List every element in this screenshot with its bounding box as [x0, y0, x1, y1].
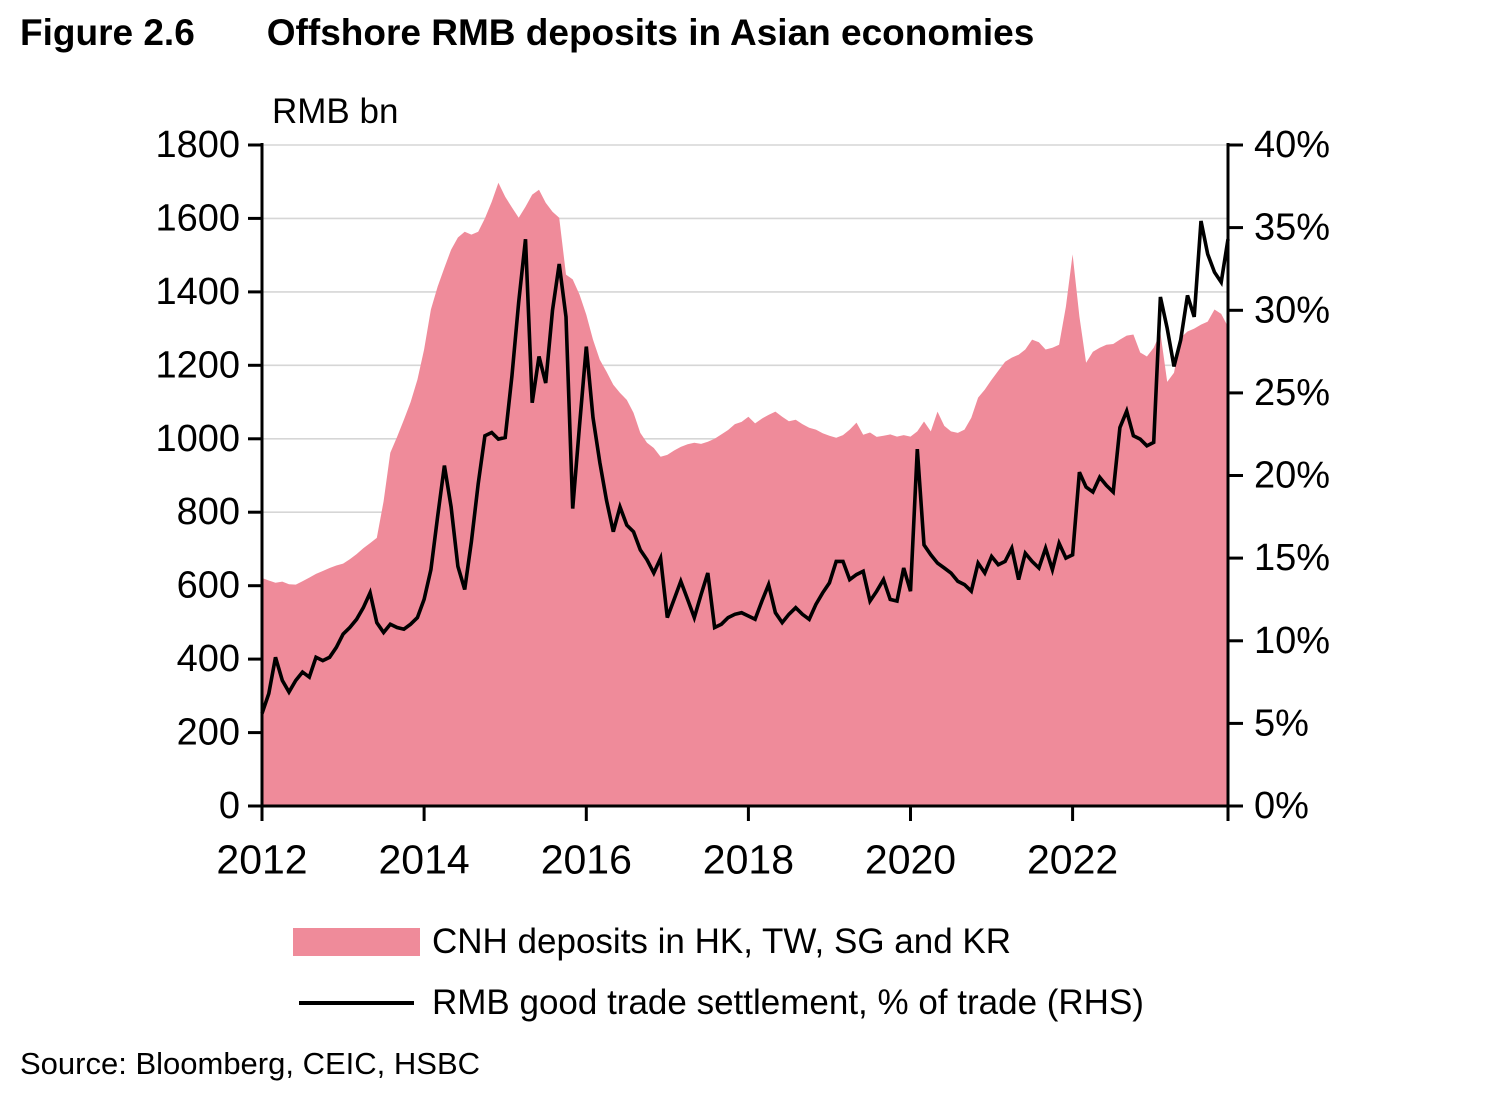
left-axis-tick-label: 1800 [155, 124, 240, 166]
figure-heading: Offshore RMB deposits in Asian economies [266, 12, 1035, 53]
right-axis-tick-label: 10% [1254, 620, 1330, 662]
left-axis-tick-label: 200 [177, 712, 240, 754]
right-axis-tick-label: 5% [1254, 702, 1309, 744]
source-note: Source: Bloomberg, CEIC, HSBC [20, 1046, 481, 1081]
legend-item-deposits: CNH deposits in HK, TW, SG and KR [293, 918, 1144, 966]
legend-item-settlement: RMB good trade settlement, % of trade (R… [293, 979, 1144, 1027]
deposits-legend-label: CNH deposits in HK, TW, SG and KR [432, 922, 1012, 961]
right-axis-tick-label: 0% [1254, 785, 1309, 827]
left-axis-tick-label: 0 [219, 785, 240, 827]
right-axis-tick-label: 40% [1254, 124, 1330, 166]
right-axis-tick-label: 35% [1254, 207, 1330, 249]
legend: CNH deposits in HK, TW, SG and KR RMB go… [293, 918, 1144, 1040]
settlement-line [260, 220, 1230, 715]
left-axis-tick-label: 800 [177, 491, 240, 533]
left-axis-tick-label: 600 [177, 565, 240, 607]
x-axis-tick-label: 2014 [378, 837, 469, 883]
x-axis-tick-label: 2022 [1027, 837, 1118, 883]
x-axis-tick-label: 2020 [865, 837, 956, 883]
deposits-area [262, 182, 1228, 807]
x-axis-tick-label: 2018 [703, 837, 794, 883]
right-axis-tick-label: 25% [1254, 372, 1330, 414]
figure-title: Figure 2.6 Offshore RMB deposits in Asian… [20, 12, 1034, 54]
right-axis-tick-label: 30% [1254, 289, 1330, 331]
left-axis-tick-label: 1200 [155, 344, 240, 386]
left-axis-tick-label: 1400 [155, 271, 240, 313]
left-axis-title: RMB bn [272, 92, 399, 131]
deposits-legend-swatch [293, 928, 420, 956]
right-axis-tick-label: 20% [1254, 455, 1330, 497]
x-axis-tick-label: 2012 [216, 837, 307, 883]
settlement-legend-swatch [293, 989, 420, 1017]
left-axis-tick-label: 1600 [155, 197, 240, 239]
x-axis-tick-label: 2016 [541, 837, 632, 883]
right-axis-tick-label: 15% [1254, 537, 1330, 579]
left-axis-tick-label: 400 [177, 638, 240, 680]
settlement-legend-label: RMB good trade settlement, % of trade (R… [432, 983, 1144, 1022]
left-axis-tick-label: 1000 [155, 418, 240, 460]
figure-number: Figure 2.6 [20, 12, 195, 53]
